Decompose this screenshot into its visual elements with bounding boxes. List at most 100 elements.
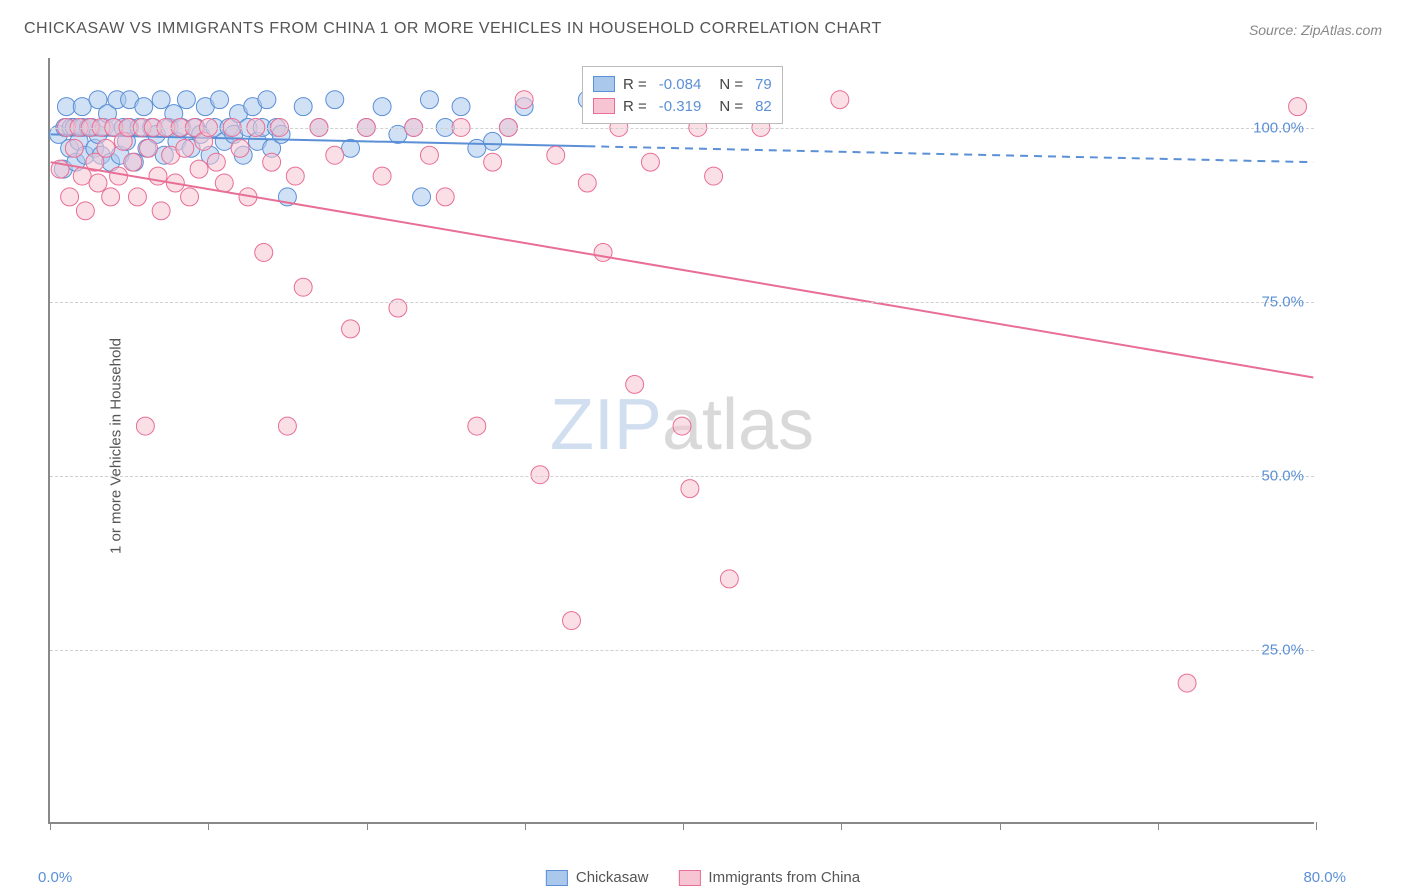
x-tick	[683, 822, 684, 830]
data-point	[255, 243, 273, 261]
data-point	[57, 98, 75, 116]
data-point	[263, 153, 281, 171]
data-point	[65, 139, 83, 157]
data-point	[705, 167, 723, 185]
legend-r-label: R =	[623, 98, 647, 115]
y-tick-label: 25.0%	[1261, 641, 1304, 658]
data-point	[231, 139, 249, 157]
x-tick	[841, 822, 842, 830]
data-point	[97, 139, 115, 157]
x-tick	[1316, 822, 1317, 830]
data-point	[207, 153, 225, 171]
data-point	[436, 188, 454, 206]
data-point	[452, 98, 470, 116]
data-point	[152, 91, 170, 109]
data-point	[211, 91, 229, 109]
data-point	[286, 167, 304, 185]
data-point	[673, 417, 691, 435]
gridline	[50, 650, 1314, 651]
gridline	[50, 128, 1314, 129]
data-point	[73, 98, 91, 116]
data-point	[831, 91, 849, 109]
legend-swatch	[593, 76, 615, 92]
data-point	[484, 132, 502, 150]
y-tick-label: 50.0%	[1261, 467, 1304, 484]
data-point	[128, 188, 146, 206]
data-point	[484, 153, 502, 171]
data-point	[102, 188, 120, 206]
data-point	[373, 167, 391, 185]
legend-n-value: 82	[755, 98, 772, 115]
data-point	[177, 91, 195, 109]
legend-n-value: 79	[755, 76, 772, 93]
legend-r-value: -0.319	[659, 98, 702, 115]
data-point	[294, 98, 312, 116]
data-point	[326, 91, 344, 109]
data-point	[531, 466, 549, 484]
gridline	[50, 476, 1314, 477]
bottom-legend-label: Chickasaw	[576, 869, 649, 886]
data-point	[720, 570, 738, 588]
legend-n-label: N =	[719, 76, 743, 93]
legend-swatch	[678, 870, 700, 886]
x-axis-max-label: 80.0%	[1303, 869, 1346, 886]
x-tick	[208, 822, 209, 830]
x-axis-min-label: 0.0%	[38, 869, 72, 886]
data-point	[124, 153, 142, 171]
x-tick	[1158, 822, 1159, 830]
data-point	[594, 243, 612, 261]
legend-row: R = -0.319 N = 82	[593, 95, 772, 117]
data-point	[136, 417, 154, 435]
data-point	[294, 278, 312, 296]
data-point	[468, 139, 486, 157]
data-point	[176, 139, 194, 157]
data-point	[468, 417, 486, 435]
data-point	[626, 375, 644, 393]
correlation-legend: R =-0.084N =79R =-0.319N =82	[582, 66, 783, 124]
x-tick	[50, 822, 51, 830]
data-point	[420, 91, 438, 109]
data-point	[373, 98, 391, 116]
chart-title: CHICKASAW VS IMMIGRANTS FROM CHINA 1 OR …	[24, 20, 882, 38]
data-point	[110, 167, 128, 185]
data-point	[547, 146, 565, 164]
legend-row: R =-0.084N =79	[593, 73, 772, 95]
data-point	[420, 146, 438, 164]
x-tick	[525, 822, 526, 830]
legend-swatch	[593, 98, 615, 114]
data-point	[135, 98, 153, 116]
plot-area: ZIPatlas R =-0.084N =79R =-0.319N =82 25…	[48, 58, 1314, 824]
data-point	[73, 167, 91, 185]
data-point	[515, 91, 533, 109]
x-tick	[1000, 822, 1001, 830]
data-point	[61, 188, 79, 206]
bottom-legend-label: Immigrants from China	[708, 869, 860, 886]
bottom-legend: Chickasaw Immigrants from China	[546, 869, 860, 886]
data-point	[258, 91, 276, 109]
source-attribution: Source: ZipAtlas.com	[1249, 22, 1382, 38]
bottom-legend-item: Chickasaw	[546, 869, 649, 886]
data-point	[76, 202, 94, 220]
y-tick-label: 75.0%	[1261, 293, 1304, 310]
data-point	[326, 146, 344, 164]
legend-r-label: R =	[623, 76, 647, 93]
data-point	[152, 202, 170, 220]
data-point	[578, 174, 596, 192]
y-tick-label: 100.0%	[1253, 119, 1304, 136]
gridline	[50, 302, 1314, 303]
data-point	[413, 188, 431, 206]
chart-svg	[50, 58, 1314, 822]
data-point	[140, 139, 158, 157]
data-point	[641, 153, 659, 171]
data-point	[681, 480, 699, 498]
data-point	[342, 320, 360, 338]
legend-n-label: N =	[719, 98, 743, 115]
data-point	[215, 174, 233, 192]
data-point	[278, 417, 296, 435]
data-point	[1289, 98, 1307, 116]
data-point	[89, 174, 107, 192]
legend-swatch	[546, 870, 568, 886]
data-point	[181, 188, 199, 206]
data-point	[190, 160, 208, 178]
bottom-legend-item: Immigrants from China	[678, 869, 860, 886]
